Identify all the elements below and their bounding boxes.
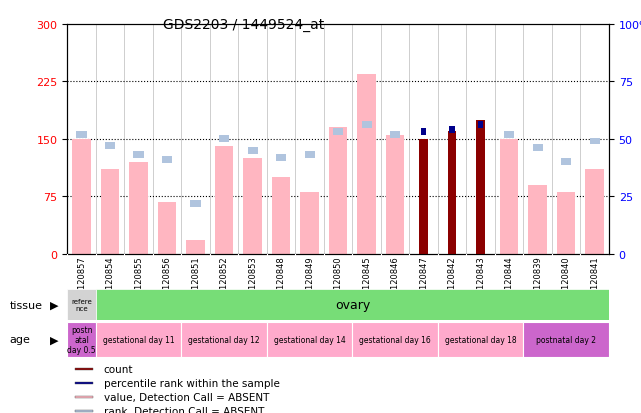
Bar <box>219 136 229 143</box>
Text: GDS2203 / 1449524_at: GDS2203 / 1449524_at <box>163 18 324 32</box>
Text: count: count <box>104 364 133 374</box>
Text: ▶: ▶ <box>50 335 59 344</box>
Bar <box>244 159 262 254</box>
Bar <box>158 202 176 254</box>
Text: gestational day 14: gestational day 14 <box>274 335 345 344</box>
Text: postnatal day 2: postnatal day 2 <box>536 335 596 344</box>
Text: gestational day 16: gestational day 16 <box>359 335 431 344</box>
Bar <box>448 132 456 254</box>
Bar <box>353 322 438 357</box>
Bar <box>590 138 600 145</box>
Bar <box>181 322 267 357</box>
Bar <box>101 170 119 254</box>
Bar <box>504 131 514 138</box>
Bar <box>187 240 205 254</box>
Bar <box>276 154 287 161</box>
Text: tissue: tissue <box>10 300 42 310</box>
Bar <box>386 135 404 254</box>
Text: ▶: ▶ <box>50 300 59 310</box>
Bar <box>76 410 94 412</box>
Bar <box>449 127 455 134</box>
Bar <box>585 170 604 254</box>
Bar <box>421 129 426 136</box>
Bar <box>190 200 201 207</box>
Bar <box>528 185 547 254</box>
Bar <box>272 178 290 254</box>
Bar <box>72 140 91 254</box>
Text: gestational day 12: gestational day 12 <box>188 335 260 344</box>
Text: gestational day 18: gestational day 18 <box>445 335 517 344</box>
Bar <box>524 322 609 357</box>
Bar <box>362 122 372 129</box>
Bar <box>476 120 485 254</box>
Bar <box>67 289 96 320</box>
Bar <box>267 322 353 357</box>
Text: gestational day 11: gestational day 11 <box>103 335 174 344</box>
Bar <box>304 152 315 159</box>
Bar <box>557 193 576 254</box>
Bar <box>76 131 87 138</box>
Bar <box>438 322 524 357</box>
Bar <box>533 145 543 152</box>
Bar <box>76 368 94 370</box>
Bar <box>76 396 94 398</box>
Text: rank, Detection Call = ABSENT: rank, Detection Call = ABSENT <box>104 406 264 413</box>
Text: refere
nce: refere nce <box>71 298 92 311</box>
Bar <box>561 159 571 166</box>
Text: postn
atal
day 0.5: postn atal day 0.5 <box>67 325 96 354</box>
Bar <box>133 152 144 159</box>
Bar <box>358 74 376 254</box>
Text: ovary: ovary <box>335 298 370 311</box>
Bar <box>162 157 172 164</box>
Bar <box>215 147 233 254</box>
Text: age: age <box>10 335 31 344</box>
Bar <box>67 322 96 357</box>
Bar <box>333 129 343 136</box>
Bar <box>76 382 94 384</box>
Bar <box>478 122 483 129</box>
Bar <box>105 143 115 150</box>
Text: value, Detection Call = ABSENT: value, Detection Call = ABSENT <box>104 392 269 402</box>
Bar <box>390 131 400 138</box>
Bar <box>419 140 428 254</box>
Bar <box>129 162 148 254</box>
Bar <box>247 147 258 154</box>
Bar <box>329 128 347 254</box>
Bar <box>301 193 319 254</box>
Text: percentile rank within the sample: percentile rank within the sample <box>104 378 279 388</box>
Bar <box>96 322 181 357</box>
Bar <box>500 140 519 254</box>
